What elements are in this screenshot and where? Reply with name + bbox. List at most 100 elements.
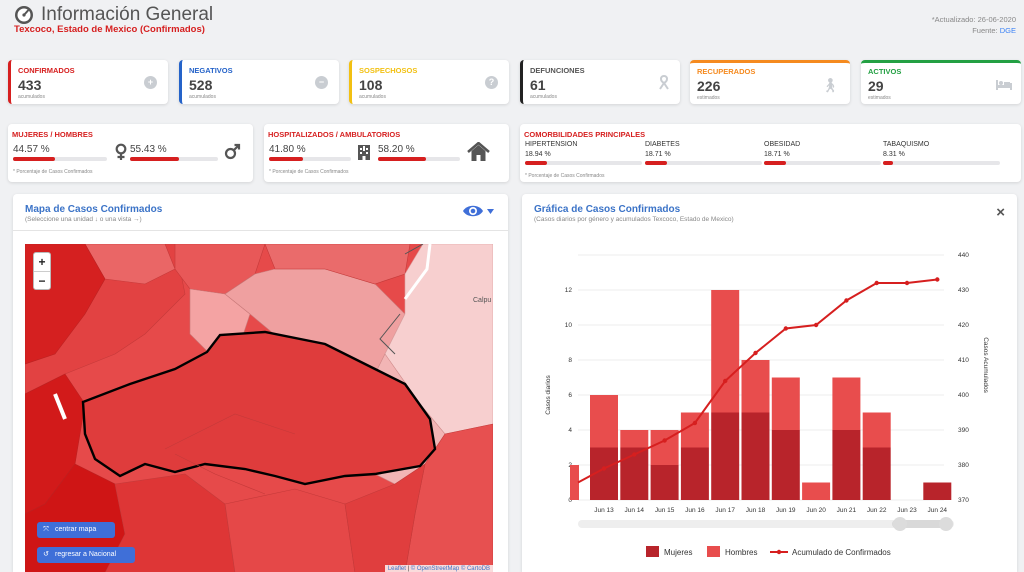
stat-card-confirmados[interactable]: CONFIRMADOS 433 acumulados + [8,60,168,104]
carto-link[interactable]: © CartoDB [460,566,490,572]
stat-label: DEFUNCIONES [530,66,585,75]
zoom-out-button[interactable]: − [34,271,50,289]
stat-card-sospechosos[interactable]: SOSPECHOSOS 108 acumulados ? [349,60,509,104]
comorbidity-bar-fill [525,161,548,165]
bar-hombres [711,290,740,413]
x-tick-label: Jun 14 [625,507,645,514]
stat-card-defunciones[interactable]: DEFUNCIONES 61 acumulados [520,60,680,104]
plus-circle-icon: + [144,76,157,89]
comorbidity-bar [525,161,642,165]
y-tick-label: 8 [568,357,572,364]
page-header: Información General [14,4,213,26]
range-navigator [578,520,954,528]
map-attribution: Leaflet | © OpenStreetMap © CartoDB [384,565,493,572]
comorbidity-pct: 18.71 % [645,151,671,158]
line-point [904,280,910,286]
compress-icon: ⤧ [43,526,49,533]
source-link[interactable]: DGE [999,26,1016,35]
bar-hombres [590,395,618,448]
bar-hombres [680,412,709,448]
male-icon [224,143,241,160]
legend-label-acumulado: Acumulado de Confirmados [792,548,891,557]
women-bar [13,157,107,161]
update-info: *Actualizado: 26-06-2020 Fuente: DGE [932,14,1016,36]
female-icon [115,143,127,160]
range-selector [892,520,952,528]
page-title: Información General [41,4,214,25]
ambulatory-pct: 58.20 % [378,144,415,155]
x-tick-label: Jun 24 [928,507,948,514]
legend-swatch-mujeres [646,546,659,557]
leaflet-link[interactable]: Leaflet [387,566,406,572]
y2-tick-label: 440 [958,252,969,259]
line-point [692,420,698,426]
ribbon-icon [659,75,669,90]
bar-hombres [802,482,831,500]
line-point [723,378,728,384]
stat-label: RECUPERADOS [697,67,756,76]
comorbidity-label: TABAQUISMO [883,141,930,148]
legend-swatch-point [776,549,782,555]
x-tick-label: Jun 15 [655,507,675,514]
line-point [632,452,637,457]
close-icon[interactable]: × [996,204,1005,221]
back-to-national-button[interactable]: ↺ regresar a Nacional [37,547,135,563]
y-tick-label: 6 [568,392,572,399]
comorbidity-bar-fill [764,161,786,165]
bar-mujeres [741,412,770,500]
hospital-building-icon [358,145,370,160]
stat-value: 433 [18,77,42,93]
stat-label: SOSPECHOSOS [359,66,418,75]
y-tick-label: 0 [568,497,572,504]
y-tick-label: 10 [565,322,573,329]
center-map-button[interactable]: ⤧ centrar mapa [37,522,115,538]
view-selector[interactable] [462,204,494,218]
zoom-in-button[interactable]: + [38,255,46,269]
comorbidity-bar-fill [645,161,667,165]
map-canvas[interactable]: Calpu + − ⤧ centrar mapa ↺ regresar a Naci… [25,244,493,572]
x-tick-label: Jun 21 [837,507,857,514]
bar-mujeres [771,430,800,500]
chart-panel-subtitle: (Casos diarios por género y acumulados T… [534,216,734,223]
back-to-national-label: regresar a Nacional [55,551,117,558]
stat-value: 528 [189,77,213,93]
comorbidity-bar [883,161,1000,165]
bar-mujeres [862,447,891,500]
stat-card-recuperados[interactable]: RECUPERADOS 226 estimados 🚶︎ [690,60,850,104]
comorbidity-bar [764,161,881,165]
stat-label: CONFIRMADOS [18,66,75,75]
comorbidity-pct: 8.31 % [883,151,905,158]
bar-mujeres [680,447,709,500]
gender-note: * Porcentaje de Casos Confirmados [13,169,93,175]
comorbidity-pct: 18.94 % [525,151,551,158]
y2-tick-label: 380 [958,462,969,469]
center-map-label: centrar mapa [55,526,97,533]
hospital-note: * Porcentaje de Casos Confirmados [269,169,349,175]
men-bar-fill [130,157,179,161]
line-point [874,280,879,286]
x-tick-label: Jun 20 [806,507,826,514]
x-tick-label: Jun 16 [685,507,705,514]
chart-panel: Gráfica de Casos Confirmados (Casos diar… [522,194,1017,572]
choropleth-map[interactable]: Calpu [25,244,493,572]
hospitalized-bar [269,157,351,161]
stat-sub: estimados [868,95,891,101]
line-point [753,350,758,356]
cases-chart[interactable]: 370380390400410420430440024681012Casos d… [522,230,1017,572]
walking-person-icon: 🚶︎ [821,77,839,93]
stat-label: NEGATIVOS [189,66,233,75]
minus-circle-icon: − [315,76,328,89]
x-tick-label: Jun 17 [715,507,735,514]
y2-tick-label: 400 [958,392,969,399]
x-tick-label: Jun 22 [867,507,887,514]
stat-label: ACTIVOS [868,67,902,76]
line-point [844,298,849,303]
source-label: Fuente: [972,26,998,35]
stat-card-activos[interactable]: ACTIVOS 29 estimados [861,60,1021,104]
line-point [601,466,607,471]
y2-tick-label: 390 [958,427,969,434]
stat-card-negativos[interactable]: NEGATIVOS 528 acumulados − [179,60,339,104]
osm-link[interactable]: © OpenStreetMap [410,566,460,572]
home-icon [467,142,490,161]
comorbidity-label: DIABETES [645,141,680,148]
